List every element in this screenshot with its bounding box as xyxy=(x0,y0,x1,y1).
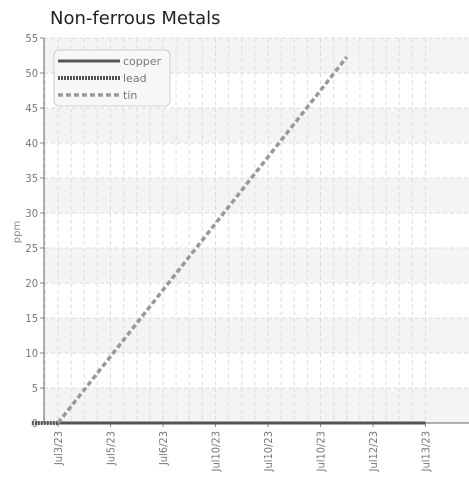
y-tick-label: 55 xyxy=(25,32,38,45)
y-tick-label: 15 xyxy=(25,312,38,325)
legend-label-tin: tin xyxy=(123,89,137,102)
grid-band xyxy=(44,318,469,353)
chart-title: Non-ferrous Metals xyxy=(50,8,220,29)
y-axis-label: ppm xyxy=(12,221,23,243)
x-tick-label: Jul13/23 xyxy=(420,431,433,472)
grid-band xyxy=(44,178,469,213)
grid-bands xyxy=(44,38,469,423)
x-tick-label: Jul10/23 xyxy=(210,431,223,472)
legend-label-copper: copper xyxy=(123,55,162,68)
grid-band xyxy=(44,108,469,143)
y-tick-label: 50 xyxy=(25,67,38,80)
x-tick-label: Jul10/23 xyxy=(315,431,328,472)
series-lines xyxy=(31,55,426,425)
legend: copper lead tin xyxy=(53,49,171,107)
y-tick-label: 20 xyxy=(25,277,38,290)
x-tick-label: Jul10/23 xyxy=(262,431,275,472)
legend-label-lead: lead xyxy=(123,72,147,85)
grid-band xyxy=(44,248,469,283)
x-tick-label: Jul6/23 xyxy=(157,431,170,466)
grid-band xyxy=(44,388,469,423)
x-tick-label: Jul12/23 xyxy=(367,431,380,472)
y-tick-label: 25 xyxy=(25,242,38,255)
y-tick-label: 10 xyxy=(25,347,38,360)
x-tick-label: Jul5/23 xyxy=(105,431,118,466)
y-tick-label: 30 xyxy=(25,207,38,220)
series-line-tin xyxy=(56,55,349,425)
x-tick-label: Jul3/23 xyxy=(52,431,65,466)
y-tick-label: 40 xyxy=(25,137,38,150)
y-tick-label: 35 xyxy=(25,172,38,185)
y-tick-label: 45 xyxy=(25,102,38,115)
y-tick-label: 5 xyxy=(32,382,38,395)
